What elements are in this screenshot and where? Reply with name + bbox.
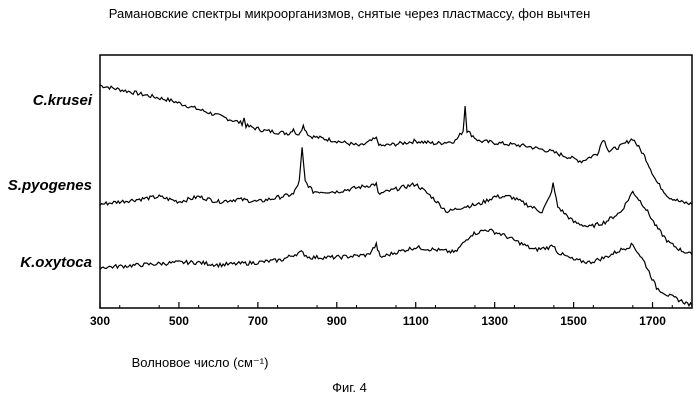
x-tick-label: 1700: [639, 314, 666, 328]
x-tick-label: 700: [248, 314, 268, 328]
x-axis-label: Волновое число (см⁻¹): [0, 355, 400, 371]
x-tick-label: 300: [90, 314, 110, 328]
series-label: C.krusei: [33, 92, 93, 109]
series-line-s-pyogenes: [100, 147, 692, 255]
series-label: K.oxytoca: [20, 254, 92, 271]
x-tick-label: 1300: [481, 314, 508, 328]
plot-frame: [100, 55, 692, 308]
x-tick-label: 1500: [560, 314, 587, 328]
figure-caption: Фиг. 4: [0, 380, 699, 395]
x-tick-label: 500: [169, 314, 189, 328]
series-labels: C.krusei S.pyogenes K.oxytoca: [8, 92, 93, 271]
x-axis-ticks: 300 500 700 900 1100 1300 1500 1700: [90, 302, 672, 328]
x-tick-label: 1100: [403, 314, 429, 328]
series-line-k-oxytoca: [100, 229, 692, 305]
x-tick-label: 900: [327, 314, 347, 328]
series-lines: [100, 85, 692, 305]
series-label: S.pyogenes: [8, 177, 92, 194]
